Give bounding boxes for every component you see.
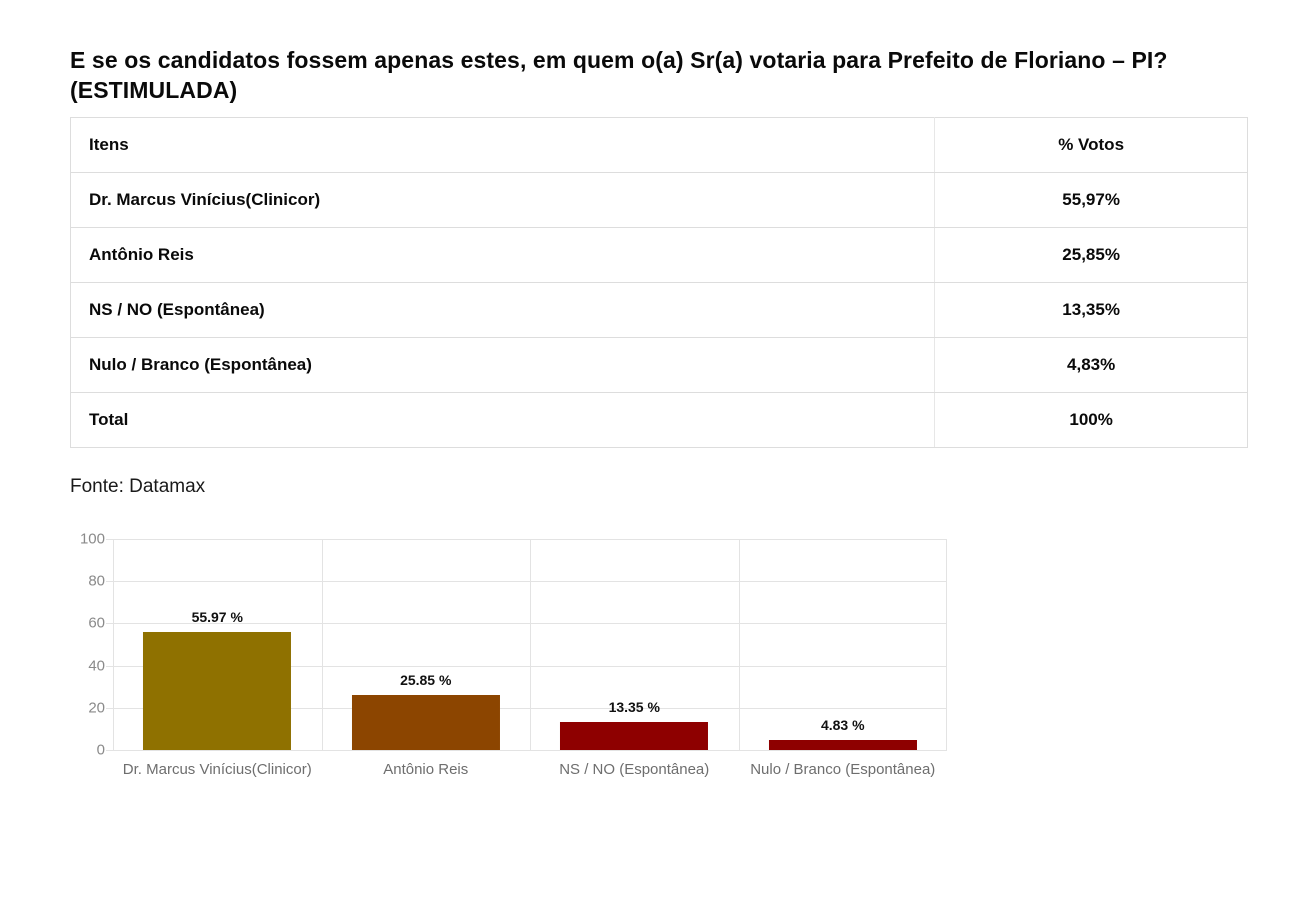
v-gridline <box>738 539 740 750</box>
x-axis-label: Antônio Reis <box>383 761 469 778</box>
votes-cell: 55,97% <box>934 172 1248 228</box>
h-gridline <box>106 750 947 751</box>
plot-area: 55.97 % 25.85 % 13.35 % 4.83 % <box>106 539 948 751</box>
bar <box>768 739 917 750</box>
column-header-itens: Itens <box>70 117 936 173</box>
item-cell: NS / NO (Espontânea) <box>70 282 936 338</box>
page-title: E se os candidatos fossem apenas estes, … <box>70 47 1168 103</box>
y-axis-tick-label: 100 <box>79 530 105 548</box>
source-note: Fonte: Datamax <box>70 476 206 497</box>
table-row: Dr. Marcus Vinícius(Clinicor) 55,97% <box>70 172 1248 228</box>
bar-value-label: 25.85 % <box>400 672 452 689</box>
votes-cell: 100% <box>934 392 1248 448</box>
h-gridline <box>106 623 947 625</box>
bar-value-label: 55.97 % <box>191 608 243 625</box>
bar <box>143 631 292 750</box>
h-gridline <box>106 581 947 583</box>
table-row: NS / NO (Espontânea) 13,35% <box>70 282 1248 338</box>
v-gridline <box>321 539 323 750</box>
bar-value-label: 4.83 % <box>820 716 865 733</box>
table-header-row: Itens % Votos <box>70 117 1248 173</box>
h-gridline <box>106 665 947 667</box>
y-axis-tick-label: 0 <box>96 741 105 759</box>
y-axis-tick-label: 20 <box>88 699 105 717</box>
votes-cell: 4,83% <box>934 337 1248 393</box>
report-page: E se os candidatos fossem apenas estes, … <box>70 47 1248 790</box>
item-cell: Total <box>70 392 936 448</box>
bar-chart: 0 20 40 60 80 100 55.97 % 25.85 % 13.35 % 4.83 %… <box>70 528 950 790</box>
table-row-total: Total 100% <box>70 392 1248 448</box>
v-gridline <box>946 539 947 750</box>
bar-slot: 25.85 % <box>322 539 531 750</box>
bar-slot: 13.35 % <box>530 539 739 750</box>
results-table: Itens % Votos Dr. Marcus Vinícius(Clinic… <box>70 117 1248 448</box>
x-axis-label: NS / NO (Espontânea) <box>559 761 710 778</box>
bar <box>560 721 709 750</box>
table-row: Nulo / Branco (Espontânea) 4,83% <box>70 337 1248 393</box>
y-axis-tick-label: 40 <box>88 657 105 675</box>
item-cell: Antônio Reis <box>70 227 936 283</box>
h-gridline <box>106 707 947 709</box>
column-header-votos: % Votos <box>934 117 1248 173</box>
x-axis-label: Nulo / Branco (Espontânea) <box>750 761 936 778</box>
y-axis: 0 20 40 60 80 100 <box>70 531 105 759</box>
x-axis-labels: Dr. Marcus Vinícius(Clinicor) Antônio Rei… <box>113 761 947 783</box>
bar <box>351 695 500 750</box>
bar-slot: 55.97 % <box>113 539 322 750</box>
item-cell: Nulo / Branco (Espontânea) <box>70 337 936 393</box>
votes-cell: 25,85% <box>934 227 1248 283</box>
table-row: Antônio Reis 25,85% <box>70 227 1248 283</box>
v-gridline <box>113 539 114 750</box>
votes-cell: 13,35% <box>934 282 1248 338</box>
x-axis-label: Dr. Marcus Vinícius(Clinicor) <box>122 761 312 778</box>
item-cell: Dr. Marcus Vinícius(Clinicor) <box>70 172 936 228</box>
bar-slot: 4.83 % <box>739 539 948 750</box>
v-gridline <box>530 539 531 750</box>
y-axis-tick-label: 60 <box>88 614 105 632</box>
h-gridline <box>106 539 947 540</box>
y-axis-tick-label: 80 <box>88 572 105 590</box>
bar-value-label: 13.35 % <box>608 698 660 715</box>
